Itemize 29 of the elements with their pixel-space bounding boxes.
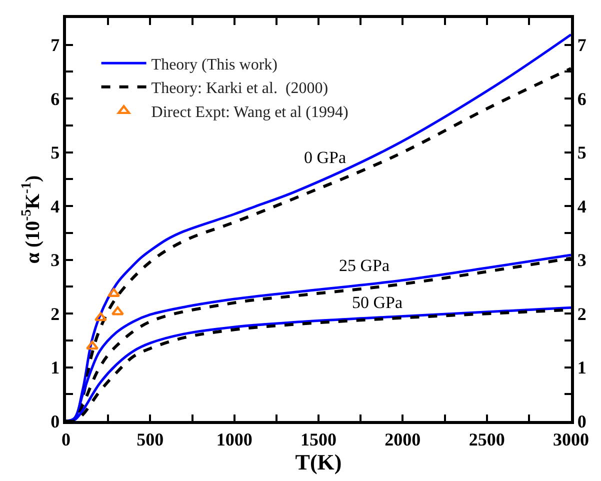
y2-tick-label: 1 (577, 358, 586, 378)
y-tick-label: 1 (50, 358, 60, 378)
legend-label: Direct Expt: Wang et al (1994) (151, 104, 348, 121)
y2-tick-label: 0 (577, 411, 586, 432)
y2-tick-label: 7 (577, 35, 586, 56)
x-tick-label: 3000 (553, 429, 589, 450)
y-tick-label: 0 (50, 411, 60, 432)
y2-tick-label: 6 (577, 88, 586, 109)
y2-tick-label: 2 (577, 304, 586, 324)
annotation: 0 GPa (304, 148, 346, 167)
y-tick-label: 7 (50, 35, 60, 56)
x-tick-label: 1500 (300, 429, 336, 450)
x-tick-label: 500 (136, 429, 164, 450)
x-tick-label: 2500 (468, 429, 505, 450)
y2-tick-label: 4 (577, 196, 586, 216)
x-tick-label: 2000 (384, 429, 421, 450)
annotation: 50 GPa (352, 293, 403, 312)
y2-tick-label: 5 (577, 142, 586, 163)
y-tick-label: 6 (50, 88, 60, 109)
x-axis-title: T(K) (295, 449, 342, 474)
annotation: 25 GPa (339, 256, 390, 275)
y-tick-label: 5 (50, 142, 60, 163)
y2-tick-label: 3 (577, 250, 586, 270)
y-tick-label: 4 (50, 196, 60, 216)
x-tick-label: 1000 (216, 429, 252, 450)
y-tick-label: 2 (50, 304, 60, 324)
y-tick-label: 3 (50, 250, 60, 270)
legend-label: Theory (This work) (151, 56, 278, 74)
legend-label: Theory: Karki et al. (2000) (151, 80, 328, 98)
